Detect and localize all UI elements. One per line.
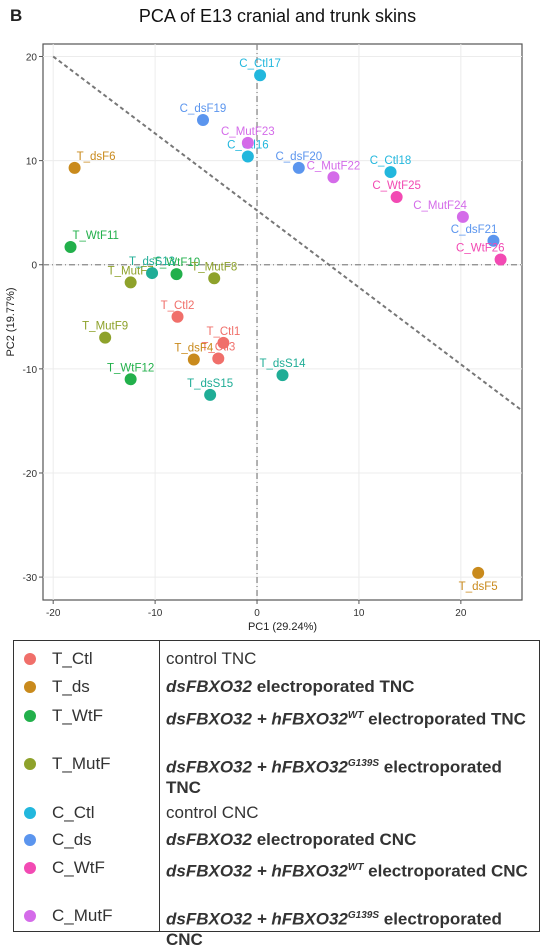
y-tick-label: -20: [23, 469, 38, 480]
data-point: [217, 336, 230, 349]
data-point: [487, 234, 500, 247]
data-point: [276, 369, 289, 382]
legend-color-dot: [24, 910, 36, 922]
data-point: [170, 268, 183, 281]
point-label: T_dsF4: [174, 342, 214, 354]
point-label: C_MutF22: [307, 160, 361, 172]
chart-title: PCA of E13 cranial and trunk skins: [138, 6, 417, 26]
point-label: C_WtF26: [456, 243, 505, 255]
x-tick-label: 20: [455, 608, 467, 619]
data-point: [197, 114, 210, 127]
point-label: T_dsF6: [77, 151, 116, 163]
data-point: [99, 331, 112, 344]
data-point: [456, 210, 469, 223]
panel-letter: B: [10, 6, 23, 25]
data-point: [241, 136, 254, 149]
legend-key: T_MutF: [52, 754, 111, 773]
point-label: T_dsS14: [259, 358, 306, 370]
x-tick-label: -20: [46, 608, 61, 619]
y-tick-label: 20: [26, 52, 38, 63]
pca-scatter-plot: -20 -10 0 10 20 20 10 0 -10 -20 -30 PC1 (29.24%) PC2…: [5, 43, 523, 633]
data-point: [390, 191, 403, 204]
legend: T_Ctl control TNC T_ds dsFBXO32 electropora…: [13, 640, 540, 949]
legend-description: dsFBXO32 + hFBXO32G139S electroporated C…: [166, 909, 502, 949]
point-label: C_Ctl17: [239, 58, 281, 70]
point-label: T_WtF11: [73, 230, 119, 242]
point-label: T_MutF9: [82, 321, 128, 333]
legend-color-dot: [24, 862, 36, 874]
legend-key: C_MutF: [52, 906, 113, 925]
data-point: [68, 161, 81, 174]
point-label: C_MutF23: [221, 126, 275, 138]
point-label: T_dsS15: [187, 378, 233, 390]
data-point: [384, 166, 397, 179]
data-point: [64, 241, 77, 254]
data-point: [124, 373, 137, 386]
legend-key: C_Ctl: [52, 803, 95, 822]
data-point: [146, 267, 159, 280]
legend-color-dot: [24, 710, 36, 722]
legend-description: dsFBXO32 + hFBXO32WT electroporated CNC: [166, 861, 528, 881]
x-tick-label: 0: [254, 608, 260, 619]
point-label: C_WtF25: [372, 180, 421, 192]
point-label: T_dsF5: [459, 581, 498, 593]
data-point: [212, 352, 225, 365]
y-tick-label: 0: [31, 261, 37, 272]
plot-frame: [42, 43, 523, 601]
legend-key: T_Ctl: [52, 649, 93, 668]
point-label: T_WtF10: [153, 257, 200, 269]
legend-description: dsFBXO32 + hFBXO32WT electroporated TNC: [166, 709, 526, 729]
point-label: C_dsF19: [180, 103, 227, 115]
data-point: [187, 353, 200, 366]
legend-color-dot: [24, 653, 36, 665]
legend-description: control TNC: [166, 649, 257, 668]
legend-description: dsFBXO32 + hFBXO32G139S electroporated T…: [166, 757, 502, 797]
data-point: [204, 388, 217, 401]
point-label: T_dsS13: [129, 256, 175, 268]
data-point: [241, 150, 254, 163]
legend-divider: [159, 641, 160, 931]
data-point: [254, 69, 267, 82]
legend-description: dsFBXO32 electroporated CNC: [166, 830, 417, 849]
y-tick-label: 10: [26, 157, 38, 168]
point-label: T_MutF8: [191, 261, 237, 273]
data-point: [171, 310, 184, 323]
legend-description: control CNC: [166, 803, 259, 822]
legend-color-dot: [24, 834, 36, 846]
point-label: C_MutF24: [413, 200, 467, 212]
point-label: T_Ctl2: [161, 300, 195, 312]
data-point: [208, 272, 221, 285]
legend-description: dsFBXO32 electroporated TNC: [166, 677, 415, 696]
y-axis-label: PC2 (19.77%): [5, 287, 17, 356]
legend-key: C_ds: [52, 830, 92, 849]
data-point: [124, 276, 137, 289]
y-tick-label: -30: [23, 573, 38, 584]
point-label: C_dsF20: [275, 151, 322, 163]
legend-key: T_ds: [52, 677, 90, 696]
data-point: [327, 171, 340, 184]
x-tick-label: -10: [148, 608, 163, 619]
legend-color-dot: [24, 758, 36, 770]
point-label: C_Ctl18: [370, 155, 412, 167]
x-axis-label: PC1 (29.24%): [248, 621, 317, 633]
legend-color-dot: [24, 681, 36, 693]
point-label: T_MutF7: [108, 265, 154, 277]
data-point: [292, 161, 305, 174]
point-label: C_dsF21: [451, 224, 498, 236]
point-label: T_Ctl1: [206, 326, 240, 338]
data-point: [472, 566, 485, 579]
point-label: T_WtF12: [107, 362, 154, 374]
point-label: T_Ctl3: [201, 341, 235, 353]
legend-color-dot: [24, 807, 36, 819]
x-tick-label: 10: [353, 608, 365, 619]
data-point: [494, 253, 507, 266]
legend-key: C_WtF: [52, 858, 105, 877]
legend-key: T_WtF: [52, 706, 103, 725]
y-tick-label: -10: [23, 365, 38, 376]
